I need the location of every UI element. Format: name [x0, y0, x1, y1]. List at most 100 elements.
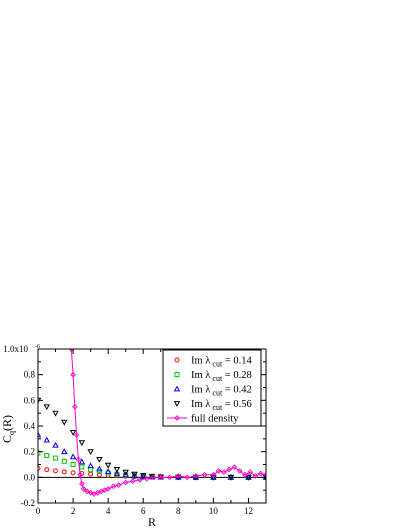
- data-point: [61, 419, 68, 426]
- y-tick-label: 0.2: [24, 447, 35, 457]
- legend-label: full density: [191, 414, 239, 425]
- data-point: [70, 462, 76, 467]
- data-point: [131, 471, 138, 478]
- x-tick-label: 0: [36, 506, 41, 516]
- data-point: [78, 458, 86, 465]
- data-point: [38, 450, 41, 456]
- data-point: [231, 464, 238, 470]
- data-point: [215, 468, 222, 474]
- data-point: [122, 471, 129, 478]
- legend-marker: [173, 385, 181, 392]
- legend-label: Im λ cut = 0.28: [191, 370, 252, 383]
- data-point: [43, 436, 51, 443]
- x-tick-label: 6: [141, 506, 146, 516]
- y-tick-label: -0.2: [21, 498, 35, 508]
- data-point: [184, 474, 190, 481]
- data-point: [131, 472, 138, 479]
- data-point: [129, 478, 136, 485]
- data-point: [104, 462, 112, 469]
- data-point: [166, 474, 173, 481]
- y-tick-exponent: -6: [35, 344, 40, 350]
- data-point: [122, 479, 129, 486]
- legend-marker: [174, 357, 180, 363]
- data-point: [78, 440, 86, 447]
- data-point: [227, 474, 235, 481]
- series-4: [68, 349, 266, 497]
- data-point: [43, 404, 51, 411]
- data-point: [69, 429, 77, 436]
- chart-marks: [38, 349, 266, 497]
- data-point: [70, 470, 76, 476]
- data-point: [113, 470, 121, 476]
- data-point: [143, 475, 150, 482]
- data-point: [77, 471, 83, 478]
- data-point: [257, 470, 264, 477]
- series-2: [38, 431, 266, 480]
- data-point: [105, 486, 111, 492]
- y-tick-label: 0.0: [24, 472, 36, 482]
- x-tick-label: 12: [244, 506, 253, 516]
- data-point: [242, 471, 248, 478]
- legend-item: Im λ cut = 0.56: [173, 399, 252, 412]
- y-tick-label: 1.0x10: [3, 344, 28, 354]
- data-point: [122, 469, 129, 476]
- data-point: [245, 474, 252, 481]
- x-axis-label: R: [148, 515, 156, 529]
- data-point: [210, 471, 217, 478]
- legend-marker: [173, 401, 181, 407]
- legend-marker: [174, 415, 180, 421]
- data-point: [61, 458, 67, 464]
- data-point: [236, 468, 243, 474]
- y-tick-label: 0.6: [24, 395, 36, 405]
- x-tick-label: 10: [209, 506, 219, 516]
- data-point: [61, 448, 68, 455]
- x-tick-label: 8: [176, 506, 181, 516]
- data-point: [252, 473, 259, 479]
- data-point: [263, 471, 266, 478]
- data-point: [44, 453, 50, 459]
- data-point: [87, 449, 94, 456]
- y-tick-label: 0.4: [24, 421, 36, 431]
- legend-box: [162, 349, 262, 427]
- data-point: [221, 469, 227, 476]
- legend-item: Im λ cut = 0.14: [174, 356, 252, 369]
- data-point: [96, 472, 102, 478]
- data-point: [71, 403, 78, 410]
- legend-marker: [174, 372, 180, 377]
- data-point: [80, 486, 87, 492]
- data-point: [104, 468, 112, 474]
- data-point: [210, 474, 217, 481]
- data-point: [157, 474, 164, 481]
- y-tick-label: 0.8: [24, 370, 36, 380]
- data-point: [52, 410, 59, 417]
- legend-label: Im λ cut = 0.14: [191, 356, 252, 369]
- data-point: [68, 349, 75, 352]
- x-tick-label: 4: [106, 506, 111, 516]
- legend-item: full density: [167, 414, 239, 425]
- data-point: [70, 371, 76, 378]
- data-point: [69, 453, 77, 460]
- legend-item: Im λ cut = 0.42: [173, 385, 252, 398]
- data-point: [79, 464, 85, 470]
- data-point: [73, 432, 80, 438]
- data-point: [226, 466, 233, 473]
- data-point: [87, 462, 94, 469]
- data-point: [150, 474, 157, 481]
- legend-item: Im λ cut = 0.28: [174, 370, 252, 383]
- data-point: [139, 472, 147, 479]
- data-point: [38, 465, 41, 471]
- data-point: [113, 466, 121, 473]
- data-point: [110, 483, 117, 490]
- data-point: [136, 477, 143, 483]
- data-point: [201, 471, 208, 478]
- data-point: [79, 480, 85, 487]
- legend-label: Im λ cut = 0.42: [191, 385, 252, 398]
- data-point: [75, 456, 82, 463]
- data-point: [87, 489, 94, 496]
- data-point: [193, 473, 199, 479]
- data-point: [53, 468, 59, 474]
- data-point: [148, 473, 156, 480]
- legend-label: Im λ cut = 0.56: [191, 399, 252, 412]
